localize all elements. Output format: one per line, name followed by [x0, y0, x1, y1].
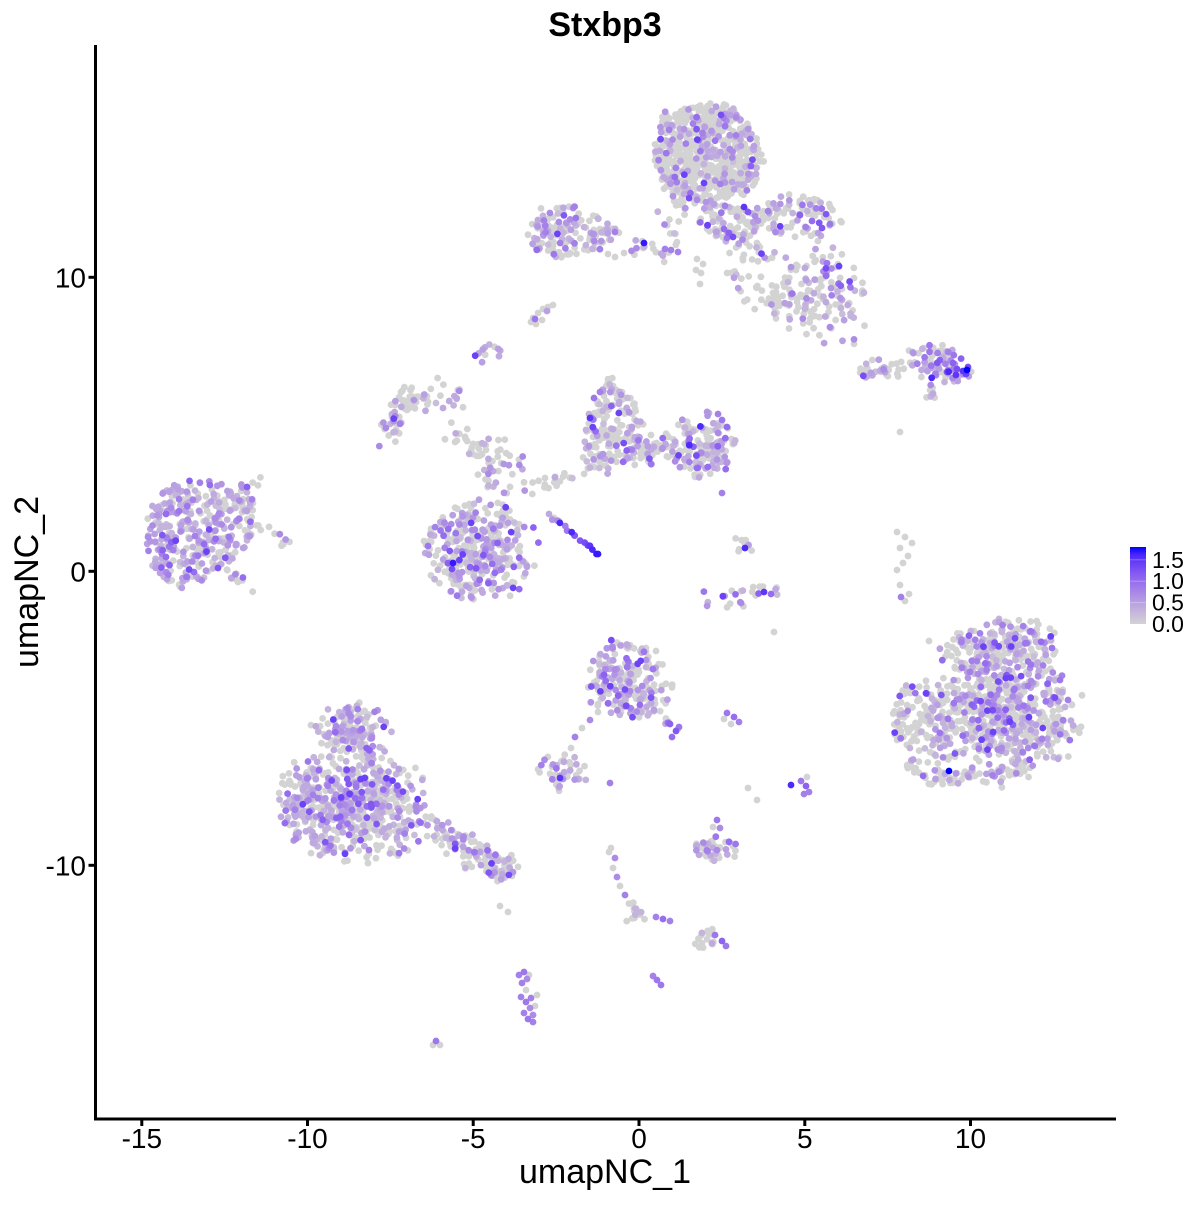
svg-text:0: 0 [631, 1123, 647, 1154]
svg-text:10: 10 [955, 1123, 986, 1154]
svg-text:0.5: 0.5 [1152, 590, 1184, 616]
svg-text:-10: -10 [46, 850, 86, 881]
svg-text:-5: -5 [461, 1123, 486, 1154]
svg-text:-10: -10 [287, 1123, 327, 1154]
svg-text:0.0: 0.0 [1152, 611, 1184, 637]
svg-text:10: 10 [55, 262, 86, 293]
svg-text:umapNC_1: umapNC_1 [519, 1153, 691, 1191]
svg-text:Stxbp3: Stxbp3 [548, 6, 661, 44]
svg-text:5: 5 [797, 1123, 813, 1154]
svg-text:1.5: 1.5 [1152, 547, 1184, 573]
svg-text:0: 0 [70, 556, 86, 587]
svg-text:1.0: 1.0 [1152, 568, 1184, 594]
svg-text:-15: -15 [122, 1123, 162, 1154]
svg-text:umapNC_2: umapNC_2 [8, 496, 46, 668]
